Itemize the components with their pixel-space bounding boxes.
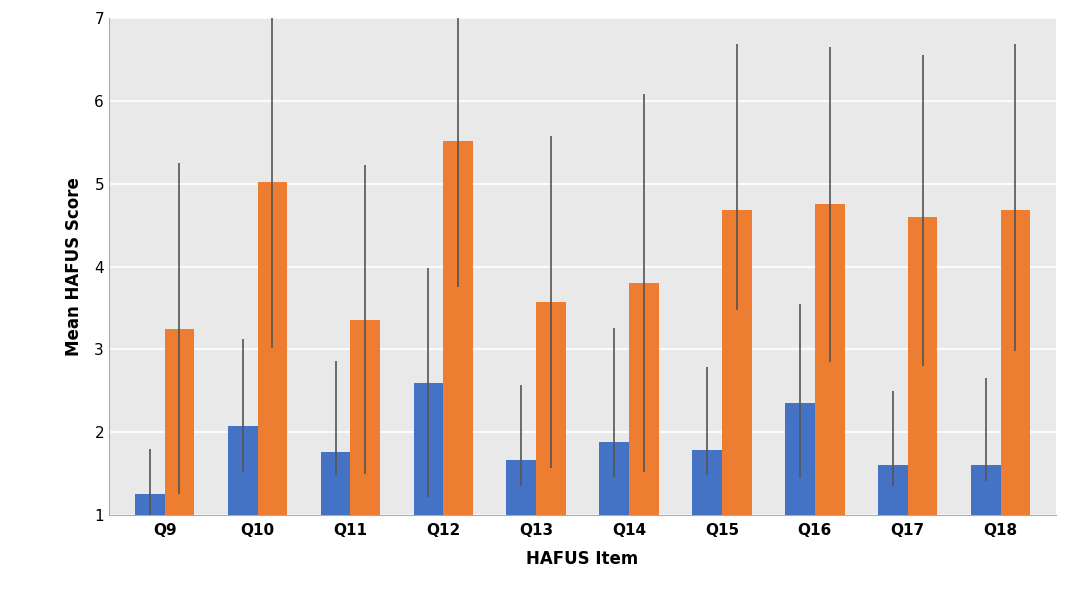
Bar (257, 182, 287, 515)
Bar (599, 442, 629, 515)
Bar (1001, 210, 1030, 515)
X-axis label: HAFUS Item: HAFUS Item (526, 550, 639, 568)
Y-axis label: Mean HAFUS Score: Mean HAFUS Score (65, 177, 83, 356)
Bar (629, 283, 659, 515)
Bar (971, 465, 1001, 515)
Bar (878, 465, 908, 515)
Bar (164, 329, 194, 515)
Bar (351, 320, 380, 515)
Bar (443, 141, 473, 515)
Bar (414, 383, 443, 515)
Bar (506, 459, 536, 515)
Bar (135, 494, 164, 515)
Bar (536, 302, 566, 515)
Bar (785, 403, 815, 515)
Bar (320, 452, 351, 515)
Bar (693, 450, 722, 515)
Bar (815, 204, 845, 515)
Bar (722, 210, 751, 515)
Bar (908, 217, 938, 515)
Bar (228, 426, 257, 515)
